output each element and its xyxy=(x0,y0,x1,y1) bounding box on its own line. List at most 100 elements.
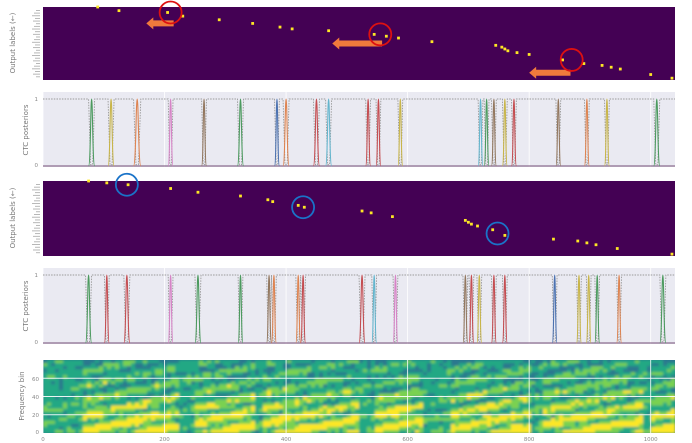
spectrogram-cell xyxy=(479,372,484,376)
spectrogram-cell xyxy=(583,390,588,394)
spectrogram-cell xyxy=(351,360,356,364)
spectrogram-cell xyxy=(299,402,304,407)
spectrogram-cell xyxy=(507,429,512,433)
spectrogram-cell xyxy=(363,423,368,428)
spectrogram-cell xyxy=(659,405,664,410)
spectrogram-cell xyxy=(291,390,296,394)
spectrogram-cell xyxy=(567,390,572,394)
spectrogram-cell xyxy=(647,390,652,394)
spectrogram-cell xyxy=(595,405,600,410)
spectrogram-cell xyxy=(315,396,320,400)
spectrogram-cell xyxy=(483,426,488,431)
spectrogram-cell xyxy=(655,387,660,391)
spectrogram-cell xyxy=(175,420,180,425)
spectrogram-cell xyxy=(243,366,248,370)
spectrogram-cell xyxy=(499,378,504,382)
spectrogram-cell xyxy=(67,417,72,422)
spectrogram-cell xyxy=(67,411,72,416)
alignment-point xyxy=(582,62,586,65)
spectrogram-cell xyxy=(215,393,220,397)
spectrogram-cell xyxy=(79,390,84,394)
spectrogram-cell xyxy=(547,378,552,382)
spectrogram-cell xyxy=(167,402,172,407)
spectrogram-cell xyxy=(111,423,116,428)
spectrogram-cell xyxy=(339,390,344,394)
spectrogram-cell xyxy=(139,426,144,431)
spectrogram-cell xyxy=(159,387,164,391)
spectrogram-cell xyxy=(223,363,228,367)
spectrogram-cell xyxy=(663,366,668,370)
spectrogram-cell xyxy=(283,411,288,416)
spectrogram-cell xyxy=(639,390,644,394)
spectrogram-cell xyxy=(363,396,368,400)
spectrogram-cell xyxy=(359,408,364,413)
spectrogram-cell xyxy=(235,390,240,394)
spectrogram-cell xyxy=(207,417,212,422)
label-posterior-peak xyxy=(167,98,174,167)
spectrogram-cell xyxy=(399,396,404,400)
spectrogram-cell xyxy=(51,360,56,364)
spectrogram-cell xyxy=(491,369,496,373)
spectrogram-cell xyxy=(79,399,84,403)
spectrogram-cell xyxy=(515,405,520,410)
spectrogram-cell xyxy=(399,375,404,379)
spectrogram-cell xyxy=(51,420,56,425)
spectrogram-cell xyxy=(211,402,216,407)
ytick-mark xyxy=(33,47,40,49)
spectrogram-cell xyxy=(479,360,484,364)
spectrogram-cell xyxy=(667,381,672,385)
spectrogram-cell xyxy=(203,384,208,388)
spectrogram-cell xyxy=(147,408,152,413)
spectrogram-cell xyxy=(251,396,256,400)
spectrogram-cell xyxy=(315,372,320,376)
spectrogram-cell xyxy=(547,396,552,400)
spectrogram-cell xyxy=(151,429,156,433)
spectrogram-cell xyxy=(515,363,520,367)
spectrogram-cell xyxy=(651,363,656,367)
spectrogram-cell xyxy=(507,363,512,367)
spectrogram-cell xyxy=(555,381,560,385)
spectrogram-cell xyxy=(499,381,504,385)
spectrogram-cell xyxy=(643,375,648,379)
spectrogram-cell xyxy=(447,366,452,370)
spectrogram-cell xyxy=(467,372,472,376)
spectrogram-cell xyxy=(511,387,516,391)
spectrogram-cell xyxy=(111,363,116,367)
spectrogram-cell xyxy=(371,360,376,364)
spectrogram-cell xyxy=(103,387,108,391)
spectrogram-cell xyxy=(455,375,460,379)
spectrogram-cell xyxy=(223,399,228,403)
spectrogram-cell xyxy=(567,396,572,400)
spectrogram-cell xyxy=(403,402,408,407)
spectrogram-cell xyxy=(83,363,88,367)
spectrogram-cell xyxy=(671,405,675,410)
spectrogram-cell xyxy=(351,405,356,410)
spectrogram-cell xyxy=(175,366,180,370)
spectrogram-cell xyxy=(79,378,84,382)
spectrogram-cell xyxy=(287,399,292,403)
spectrogram-cell xyxy=(323,366,328,370)
spectrogram-cell xyxy=(291,372,296,376)
spectrogram-cell xyxy=(263,399,268,403)
spectrogram-cell xyxy=(327,363,332,367)
spectrogram-cell xyxy=(267,390,272,394)
spectrogram-cell xyxy=(399,399,404,403)
spectrogram-cell xyxy=(135,372,140,376)
spectrogram-cell xyxy=(459,396,464,400)
spectrogram-cell xyxy=(411,411,416,416)
spectrogram-cell xyxy=(159,426,164,431)
spectrogram-cell xyxy=(339,408,344,413)
spectrogram-cell xyxy=(635,366,640,370)
spectrogram-cell xyxy=(291,426,296,431)
spectrogram-cell xyxy=(155,369,160,373)
spectrogram-cell xyxy=(459,405,464,410)
spectrogram-cell xyxy=(571,405,576,410)
spectrogram-cell xyxy=(523,369,528,373)
spectrogram-cell xyxy=(587,420,592,425)
ytick-mark xyxy=(36,184,40,185)
spectrogram-cell xyxy=(203,405,208,410)
spectrogram-cell xyxy=(519,369,524,373)
spectrogram-cell xyxy=(131,429,136,433)
spectrogram-cell xyxy=(351,366,356,370)
spectrogram-cell xyxy=(651,414,656,419)
